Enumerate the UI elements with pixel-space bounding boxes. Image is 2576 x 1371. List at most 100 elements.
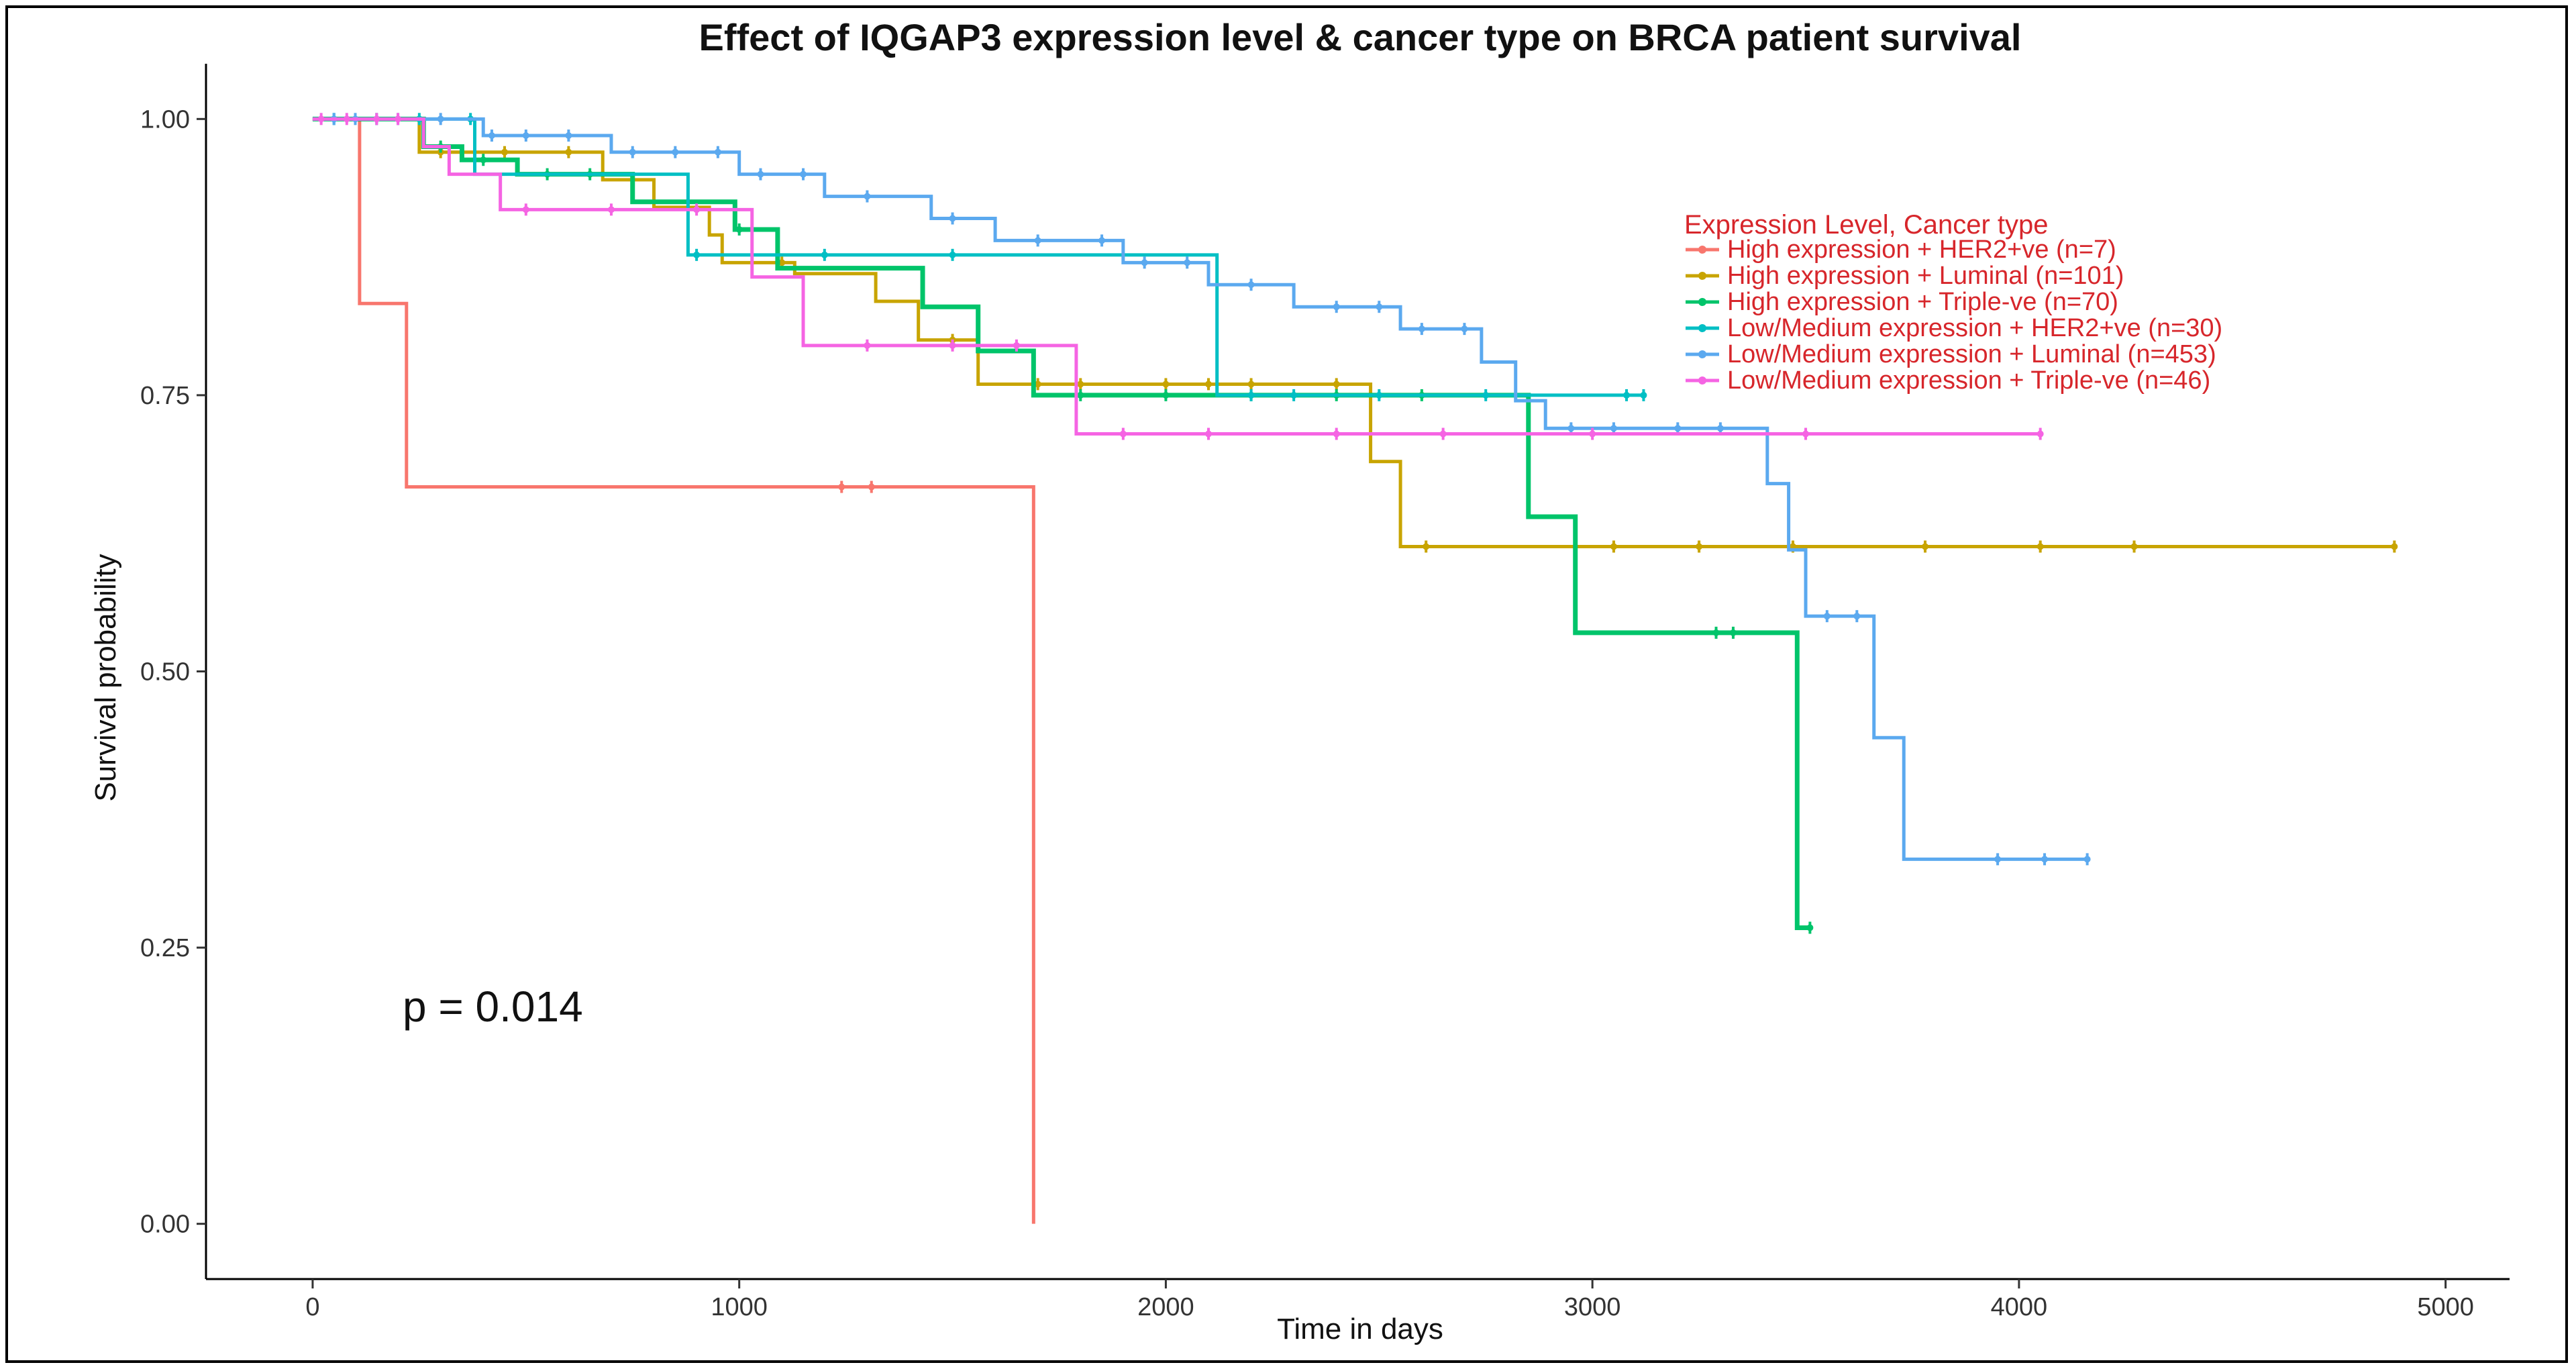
censor-dot bbox=[373, 115, 380, 123]
censor-dot bbox=[1823, 613, 1831, 620]
censor-dot bbox=[480, 156, 487, 164]
y-tick-label: 1.00 bbox=[140, 105, 190, 134]
chart-title: Effect of IQGAP3 expression level & canc… bbox=[699, 16, 2022, 58]
censor-dot bbox=[1806, 924, 1814, 931]
censor-dot bbox=[2041, 856, 2049, 863]
censor-dot bbox=[317, 115, 325, 123]
censor-dot bbox=[693, 251, 701, 258]
censor-dot bbox=[343, 115, 350, 123]
censor-dot bbox=[1922, 543, 1929, 550]
series-line bbox=[312, 117, 2088, 861]
censor-dot bbox=[693, 206, 701, 213]
y-tick-label: 0.50 bbox=[140, 658, 190, 687]
censor-dot bbox=[1674, 425, 1682, 432]
censor-dot bbox=[1623, 391, 1631, 399]
x-axis-label: Time in days bbox=[1277, 1313, 1443, 1345]
censor-dot bbox=[1853, 613, 1861, 620]
x-tick-label: 0 bbox=[305, 1293, 319, 1321]
censor-dot bbox=[2083, 856, 2091, 863]
censor-dot bbox=[1423, 543, 1430, 550]
censor-dot bbox=[735, 225, 743, 233]
y-axis-label: Survival probability bbox=[89, 554, 122, 801]
legend-key-dot bbox=[1698, 272, 1706, 280]
legend-entry: Low/Medium expression + Luminal (n=453) bbox=[1727, 340, 2216, 368]
censor-dot bbox=[949, 342, 956, 349]
censor-dot bbox=[522, 206, 529, 213]
censor-dot bbox=[821, 251, 828, 258]
series-line bbox=[312, 117, 1035, 1224]
series-5 bbox=[312, 113, 2091, 866]
series-line bbox=[312, 116, 1810, 930]
legend-entry: High expression + Triple-ve (n=70) bbox=[1727, 288, 2118, 316]
censor-dot bbox=[1098, 237, 1106, 244]
censor-dot bbox=[1482, 391, 1490, 399]
x-tick-label: 5000 bbox=[2417, 1293, 2474, 1321]
y-tick-label: 0.75 bbox=[140, 382, 190, 410]
censor-dot bbox=[1141, 259, 1148, 266]
censor-dot bbox=[1376, 391, 1383, 399]
legend-entry: High expression + HER2+ve (n=7) bbox=[1727, 236, 2116, 264]
censor-dot bbox=[800, 170, 807, 178]
censor-dot bbox=[1184, 259, 1191, 266]
censor-dot bbox=[1696, 543, 1703, 550]
censor-dot bbox=[607, 206, 615, 213]
x-tick-label: 1000 bbox=[711, 1293, 768, 1321]
censor-dot bbox=[672, 148, 679, 156]
x-tick-label: 2000 bbox=[1137, 1293, 1194, 1321]
censor-dot bbox=[949, 215, 956, 222]
censor-dot bbox=[1716, 425, 1724, 432]
y-tick-label: 0.00 bbox=[140, 1211, 190, 1239]
censor-dot bbox=[522, 132, 529, 140]
censor-dot bbox=[1712, 629, 1720, 636]
censor-dot bbox=[1204, 430, 1212, 438]
p-value-annotation: p = 0.014 bbox=[403, 982, 583, 1031]
legend-key-dot bbox=[1698, 324, 1706, 332]
censor-dot bbox=[629, 148, 636, 156]
censor-dot bbox=[1439, 430, 1447, 438]
censor-dot bbox=[1610, 543, 1617, 550]
series-line bbox=[312, 117, 1644, 397]
censor-dot bbox=[1589, 430, 1596, 438]
legend: Expression Level, Cancer type High expre… bbox=[1684, 210, 2222, 395]
legend-key-dot bbox=[1698, 246, 1706, 254]
censor-dot bbox=[2391, 543, 2398, 550]
censor-dot bbox=[1333, 303, 1340, 311]
censor-dot bbox=[1034, 237, 1041, 244]
censor-dot bbox=[757, 170, 764, 178]
legend-title: Expression Level, Cancer type bbox=[1684, 210, 2049, 240]
censor-dot bbox=[864, 342, 871, 349]
censor-dot bbox=[1610, 425, 1617, 432]
censor-dot bbox=[778, 259, 786, 266]
censor-dot bbox=[949, 251, 956, 258]
censor-dot bbox=[1418, 325, 1425, 333]
legend-entry: High expression + Luminal (n=101) bbox=[1727, 262, 2124, 290]
censor-dot bbox=[2037, 430, 2044, 438]
legend-key-dot bbox=[1698, 350, 1706, 358]
censor-dot bbox=[1567, 425, 1575, 432]
legend-key-dot bbox=[1698, 376, 1706, 385]
censor-dot bbox=[1247, 281, 1255, 289]
chart-frame bbox=[5, 5, 2568, 1363]
censor-dot bbox=[1034, 380, 1041, 388]
censor-dot bbox=[1333, 380, 1340, 388]
x-tick-label: 3000 bbox=[1564, 1293, 1621, 1321]
series-1 bbox=[312, 117, 1035, 1224]
censor-dot bbox=[1247, 391, 1255, 399]
censor-dot bbox=[1376, 303, 1383, 311]
censor-dot bbox=[1013, 342, 1020, 349]
censor-dot bbox=[565, 148, 572, 156]
censor-dot bbox=[1077, 391, 1084, 399]
legend-key-dot bbox=[1698, 298, 1706, 306]
censor-dot bbox=[1994, 856, 2002, 863]
censor-dot bbox=[1077, 380, 1084, 388]
censor-dot bbox=[864, 193, 871, 200]
censor-dot bbox=[1162, 391, 1170, 399]
censor-dot bbox=[838, 483, 845, 491]
censor-dot bbox=[501, 148, 509, 156]
series-line bbox=[312, 117, 2041, 436]
censor-dot bbox=[1247, 380, 1255, 388]
legend-entry: Low/Medium expression + Triple-ve (n=46) bbox=[1727, 366, 2210, 395]
series-layer bbox=[312, 113, 2398, 1224]
censor-dot bbox=[1162, 380, 1170, 388]
